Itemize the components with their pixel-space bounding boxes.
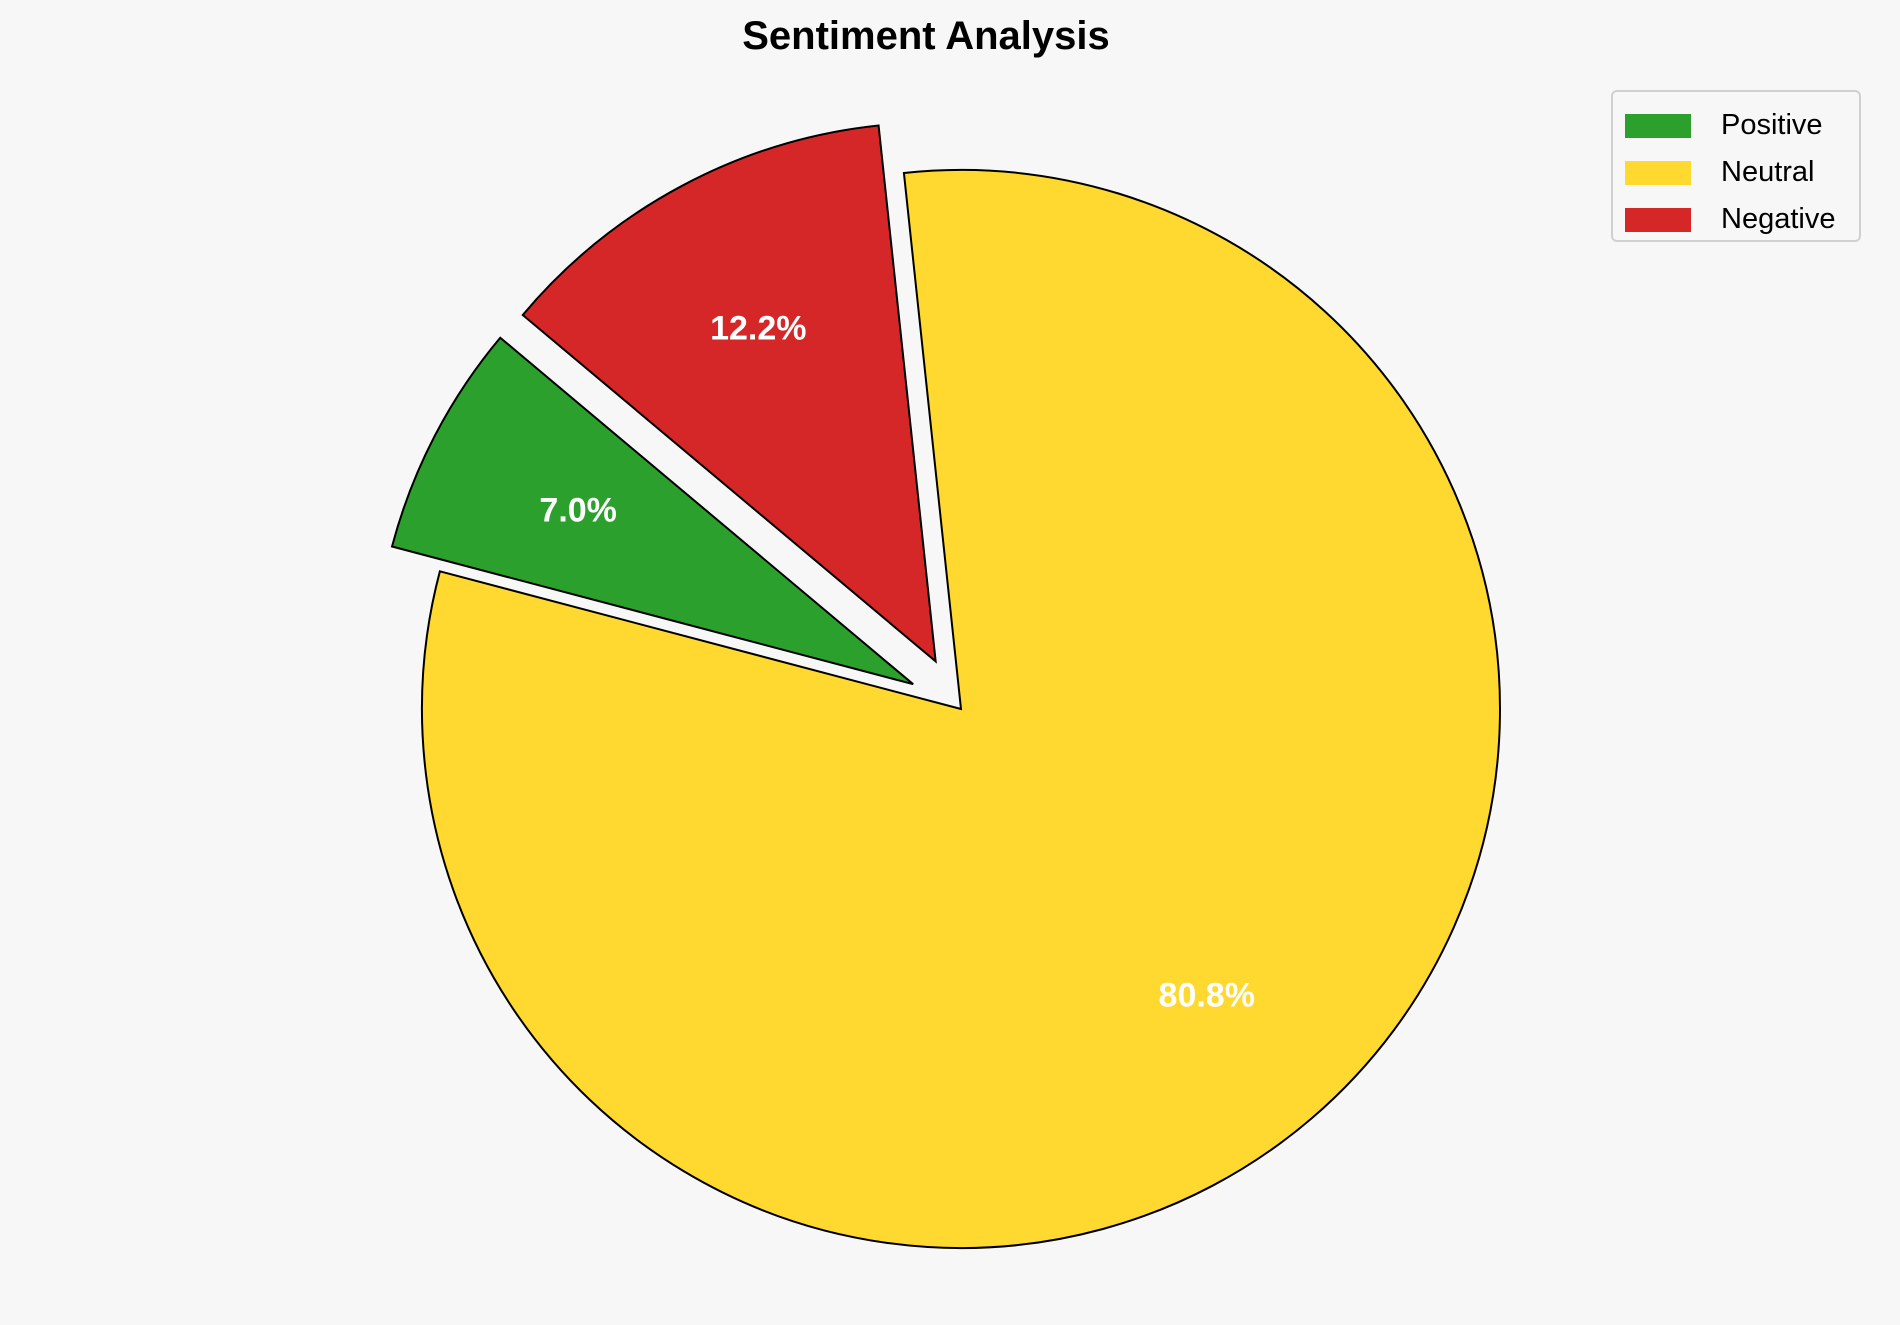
pie-label-neutral: 80.8%: [1159, 976, 1255, 1014]
legend-swatch-negative: [1625, 207, 1691, 232]
chart-title: Sentiment Analysis: [742, 14, 1110, 58]
pie-label-negative: 12.2%: [710, 309, 806, 347]
pie-slice-neutral: [421, 169, 1501, 1249]
pie-slice-negative: [521, 124, 937, 664]
legend-item-neutral: Neutral: [1625, 149, 1847, 196]
legend-swatch-neutral: [1625, 160, 1691, 185]
legend-item-negative: Negative: [1625, 196, 1847, 243]
legend-label-negative: Negative: [1721, 203, 1836, 235]
legend-swatch-positive: [1625, 113, 1691, 138]
legend: Positive Neutral Negative: [1611, 90, 1861, 242]
legend-item-positive: Positive: [1625, 102, 1847, 149]
pie-slice-positive: [390, 336, 914, 686]
legend-label-neutral: Neutral: [1721, 156, 1815, 188]
pie-label-positive: 7.0%: [539, 492, 617, 530]
legend-label-positive: Positive: [1721, 109, 1823, 141]
